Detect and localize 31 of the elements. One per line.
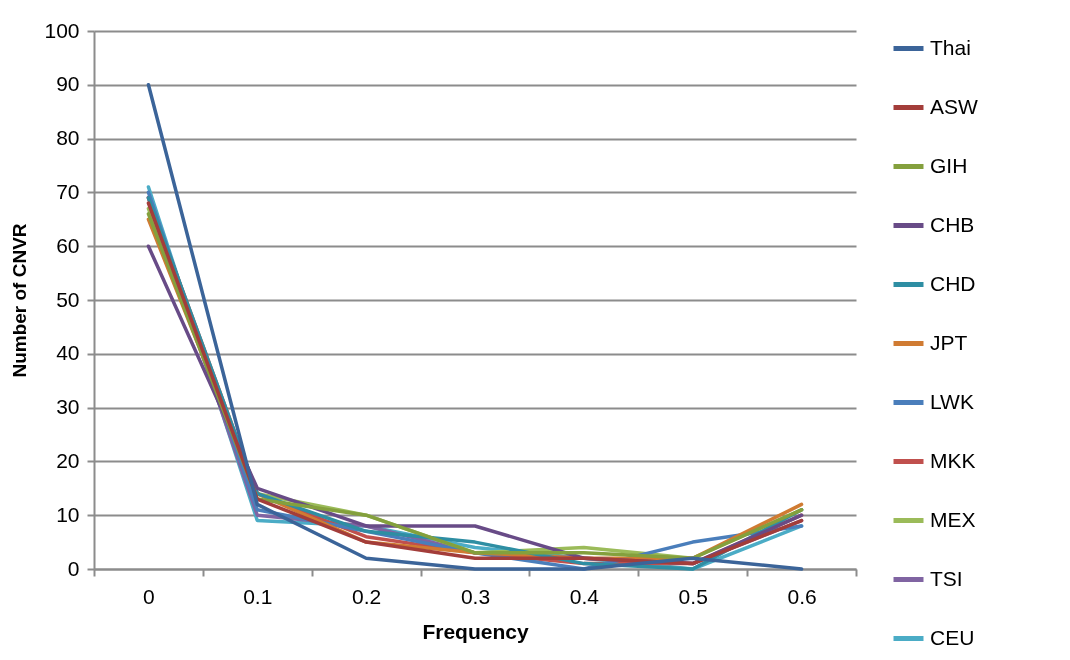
legend-label: MKK	[930, 448, 976, 472]
y-tick-label: 50	[56, 287, 80, 311]
y-axis-title: Number of CNVR	[9, 223, 31, 378]
y-tick-label: 100	[44, 18, 80, 42]
y-tick-label: 70	[56, 179, 80, 203]
legend-label: CHD	[930, 271, 976, 295]
legend-label: ASW	[930, 94, 979, 118]
legend-label: MEX	[930, 507, 976, 531]
x-axis-title: Frequency	[422, 619, 529, 643]
legend-label: CHB	[930, 212, 975, 236]
x-tick-label: 0.5	[678, 584, 708, 608]
legend-label: TSI	[930, 566, 963, 590]
y-tick-label: 60	[56, 233, 80, 257]
y-tick-label: 0	[67, 556, 80, 580]
x-tick-label: 0.2	[352, 584, 382, 608]
y-tick-label: 30	[56, 395, 80, 419]
legend-label: CEU	[930, 625, 975, 649]
legend-label: JPT	[930, 330, 968, 354]
y-tick-label: 20	[56, 448, 80, 472]
legend-label: Thai	[930, 35, 971, 59]
x-tick-label: 0.6	[787, 584, 817, 608]
legend-label: GIH	[930, 153, 968, 177]
x-tick-label: 0	[143, 584, 155, 608]
y-tick-label: 80	[56, 126, 80, 150]
legend-label: LWK	[930, 389, 974, 413]
x-tick-label: 0.3	[460, 584, 491, 608]
y-tick-label: 40	[56, 341, 80, 365]
x-tick-label: 0.1	[243, 584, 273, 608]
x-tick-label: 0.4	[569, 584, 600, 608]
y-tick-label: 10	[56, 502, 80, 526]
y-tick-label: 90	[56, 72, 80, 96]
